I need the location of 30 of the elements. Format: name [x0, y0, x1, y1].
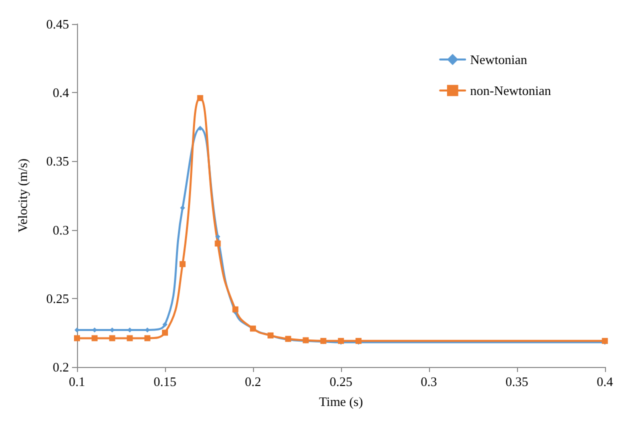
y-tick-label: 0.3	[52, 222, 69, 238]
point	[126, 335, 133, 342]
x-tick-label: 0.4	[596, 374, 614, 389]
point	[92, 335, 98, 342]
y-axis-title: Velocity (m/s)	[15, 158, 30, 233]
point	[162, 322, 168, 327]
x-tick-label: 0.3	[420, 374, 438, 389]
point	[198, 126, 203, 131]
point	[232, 306, 238, 312]
x-axis-title: Time (s)	[318, 394, 363, 409]
x-tick-label: 0.15	[154, 374, 176, 389]
y-tick-label: 0.2	[52, 360, 69, 374]
point	[215, 234, 220, 240]
legend-label: non-Newtonian	[470, 83, 552, 98]
point	[109, 335, 116, 342]
y-tick-label: 0.25	[46, 290, 69, 306]
point	[162, 330, 168, 336]
x-tick-label: 0.2	[244, 374, 262, 389]
y-tick-label: 0.35	[46, 154, 69, 169]
point	[214, 240, 221, 247]
legend-label: Newtonian	[470, 52, 528, 67]
x-tick-label: 0.35	[506, 374, 528, 389]
x-tick-label: 0.1	[68, 374, 86, 389]
y-tick-label: 0.45	[46, 16, 69, 32]
y-tick-label: 0.4	[52, 85, 70, 100]
point	[197, 95, 204, 102]
point	[144, 335, 150, 342]
x-tick-label: 0.25	[330, 374, 352, 389]
point	[74, 335, 80, 342]
point	[180, 261, 186, 268]
